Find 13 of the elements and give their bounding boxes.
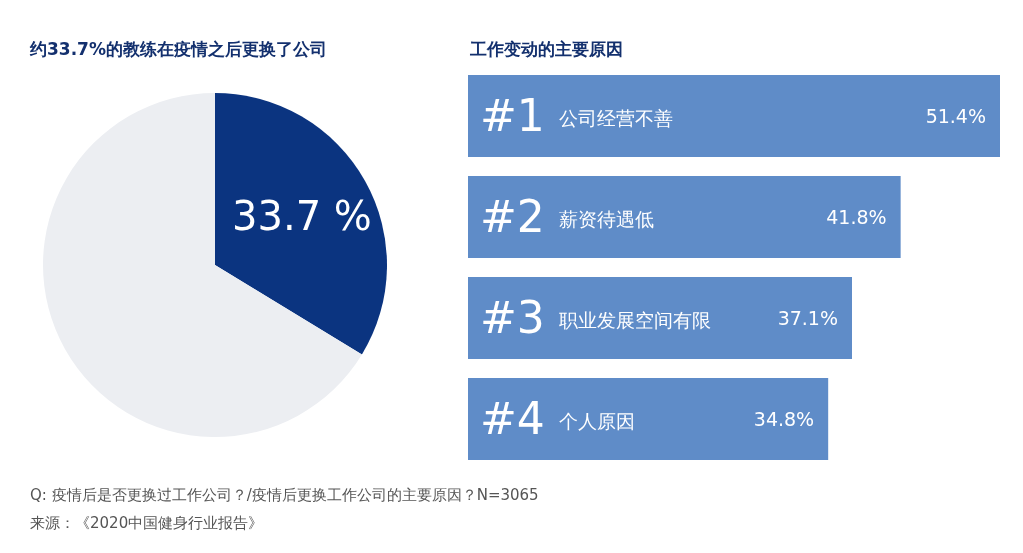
data-label: 34.8% — [753, 408, 815, 430]
y-tick-label: #3 职业发展空间有限 — [480, 292, 711, 343]
source-note: 来源：《2020中国健身行业报告》 — [30, 514, 264, 533]
chart-title: 工作变动的主要原因 — [469, 39, 623, 59]
y-tick-label: #4 个人原因 — [480, 393, 635, 444]
data-label: 33.7 % — [232, 193, 372, 240]
text: Q: 疫情后是否更换过工作公司？/疫情后更换工作公司的主要原因？N=3065 — [30, 486, 539, 505]
data-label: 37.1% — [777, 307, 838, 329]
y-tick-label: #2 薪资待遇低 — [480, 191, 654, 242]
y-tick-label: #1 公司经营不善 — [480, 90, 673, 141]
data-label: 51.4% — [925, 105, 986, 127]
data-label: 41.8% — [826, 206, 887, 228]
chart-title: 约33.7%的教练在疫情之后更换了公司 — [29, 39, 327, 59]
